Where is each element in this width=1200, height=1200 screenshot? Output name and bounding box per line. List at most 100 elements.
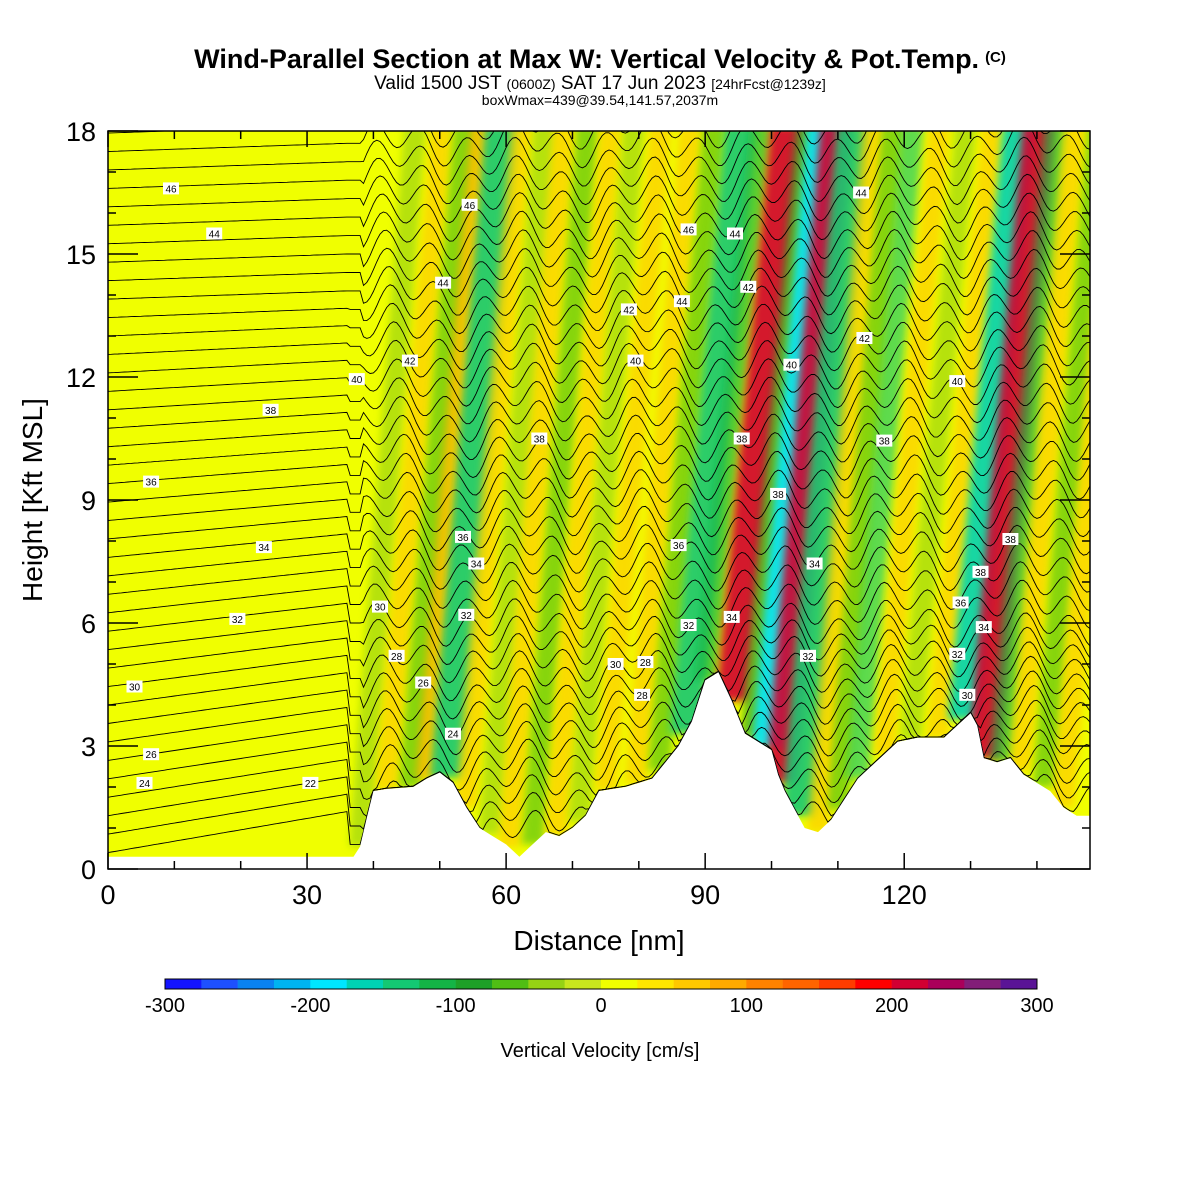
isentrope-line-38 [108,131,1090,169]
isentrope-line-36 [108,155,1090,206]
isentrope-lines [108,131,1090,854]
contour-label-bg [435,276,452,289]
contour-label-text: 34 [809,560,821,571]
isentrope-line-13 [108,579,1090,630]
contour-label-bg [972,565,989,578]
velocity-band-6 [478,131,556,835]
isentrope-line-19 [108,469,1090,519]
colorbar-swatch-17 [782,979,820,989]
contour-label-48: 30 [959,688,976,702]
y-tick-label: 15 [66,240,96,270]
contour-label-25: 44 [673,295,690,308]
velocity-band-24 [873,131,950,755]
isentrope-line-10 [108,626,1090,684]
contour-label-bg [372,600,388,613]
plot-area: 46 44 40 38 36 34 32 30 26 24 22 46 44 42 36 34 32 30 28 26… [108,131,1090,869]
isentrope-line-29 [108,284,1090,335]
colorbar-swatch-20 [891,979,929,989]
contour-label-text: 28 [640,658,652,669]
contour-label-31: 44 [727,227,743,241]
contour-label-15: 34 [468,557,485,571]
contour-label-bg [415,676,432,689]
contour-label-46: 34 [975,621,992,634]
contour-label-bg [445,727,461,740]
contour-label-text: 22 [305,779,317,790]
isentrope-line-30 [108,265,1090,316]
contour-label-text: 44 [729,230,741,241]
copyright-mark: (C) [985,49,1006,66]
colorbar-tick-label: 100 [730,995,763,1017]
contour-label-36: 34 [806,557,823,571]
velocity-band-5 [455,131,532,808]
contour-label-bg [733,432,750,445]
colorbar-swatch-18 [819,979,856,989]
contour-label-4: 36 [143,475,160,489]
contour-label-text: 46 [683,225,695,236]
contour-label-text: 32 [461,611,473,622]
y-tick-label: 9 [81,486,96,516]
contour-label-text: 42 [404,357,416,368]
colorbar-swatch-16 [746,979,783,989]
velocity-band-4 [430,131,517,778]
colorbar-swatch-22 [964,979,1001,989]
contour-label-bg [302,776,319,789]
contour-label-text: 44 [856,189,868,200]
terrain-mask [108,672,1090,869]
contour-label-8: 26 [143,748,160,761]
x-tick-label: 90 [690,880,720,910]
contour-label-bg [126,680,143,693]
x-axis-label: Distance [nm] [513,925,684,956]
x-tick-label: 120 [882,880,927,910]
contour-label-bg [255,541,272,554]
y-tick-label: 18 [66,117,96,147]
velocity-band-11 [594,131,672,791]
contour-label-16: 32 [458,608,475,622]
contour-label-bg [680,619,697,631]
contour-label-text: 38 [879,437,891,448]
velocity-band-22 [826,131,904,810]
colorbar-swatch-13 [637,979,674,989]
contour-label-26: 36 [670,539,687,552]
contour-label-7: 30 [126,680,143,694]
contour-label-11: 46 [461,198,478,212]
contour-label-28: 28 [637,656,654,669]
contour-label-bg [952,596,969,609]
contour-label-19: 26 [415,676,432,690]
colorbar-swatch-9 [492,979,529,989]
contour-label-text: 46 [464,201,476,212]
isentrope-line-24 [108,376,1090,427]
isentrope-line-8 [108,655,1090,720]
contour-label-bg [458,608,475,621]
contour-label-5: 34 [255,541,272,554]
contour-label-text: 34 [978,623,990,634]
contour-label-text: 38 [975,568,987,579]
contour-label-text: 36 [673,541,685,552]
contour-label-bg [620,303,637,316]
contour-label-bg [468,557,485,570]
isentrope-line-14 [108,561,1090,612]
contour-label-text: 44 [676,297,688,308]
contour-label-bg [229,612,246,625]
contour-label-text: 40 [630,357,642,368]
colorbar-tick-label: -100 [436,995,476,1017]
contour-label-bg [727,227,743,240]
contour-label-bg [461,198,478,211]
isentrope-line-15 [108,542,1090,593]
contour-label-39: 44 [853,186,870,200]
contour-label-14: 36 [455,530,471,544]
y-tick-label: 3 [81,732,96,762]
contour-label-text: 32 [232,615,244,626]
velocity-band-12 [624,131,702,784]
contour-label-6: 32 [229,612,246,626]
colorbar-swatch-10 [528,979,565,989]
isentrope-line-37 [108,136,1090,187]
contour-label-text: 36 [955,599,967,610]
contour-label-40: 42 [856,332,873,345]
colorbar-swatch-3 [274,979,311,989]
contour-label-bg [637,656,654,668]
contour-label-text: 36 [457,533,469,544]
contour-label-bg [783,358,800,371]
colorbar-swatch-23 [1000,979,1038,989]
y-axis-label: Height [Kft MSL] [17,398,48,602]
